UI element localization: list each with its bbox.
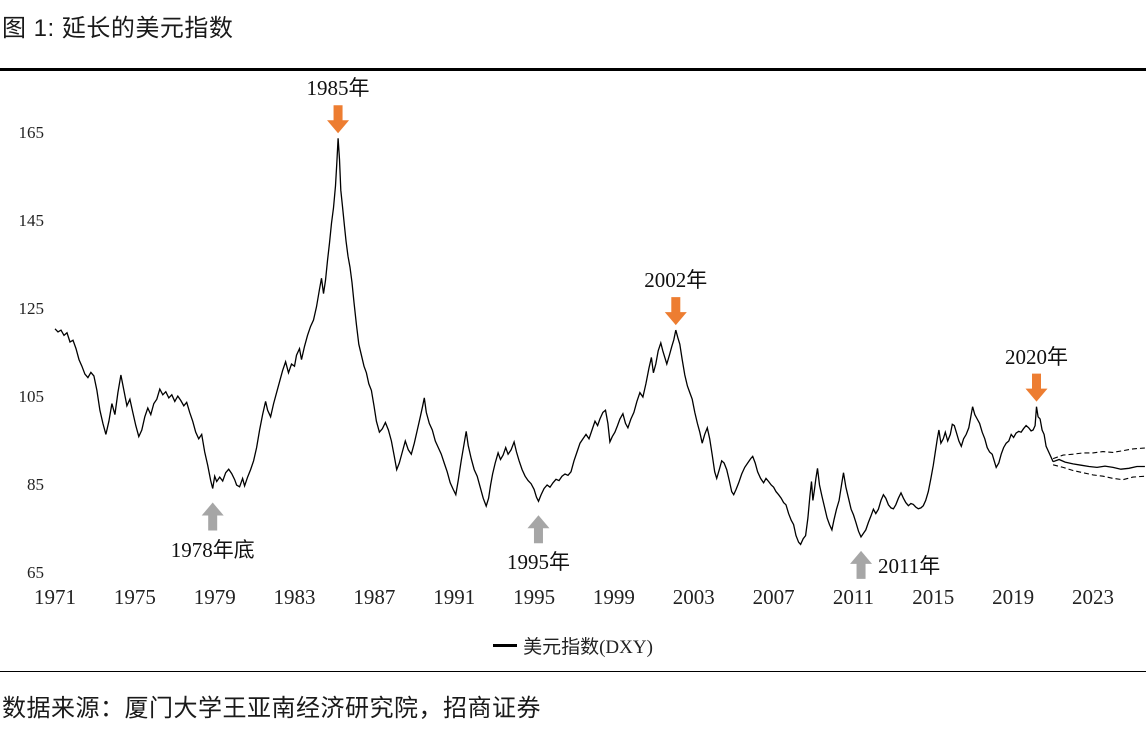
top-divider — [0, 68, 1146, 71]
annotation-label: 2020年 — [1005, 344, 1068, 369]
x-tick-label: 2003 — [672, 585, 715, 609]
x-tick-label: 1975 — [113, 585, 156, 609]
up-arrow-icon-2011年 — [850, 550, 873, 579]
x-tick-label: 2023 — [1071, 585, 1114, 609]
annotation-label: 1985年 — [306, 76, 370, 101]
data-source-note: 数据来源：厦门大学王亚南经济研究院，招商证券 — [2, 695, 541, 722]
y-tick-label: 85 — [27, 475, 44, 494]
x-tick-label: 2015 — [912, 585, 955, 609]
y-tick-label: 125 — [18, 299, 45, 318]
up-arrow-icon-1978年底 — [201, 502, 224, 531]
series-forecast_upper — [1052, 447, 1145, 460]
series-forecast_mid — [1052, 458, 1145, 470]
x-tick-label: 2019 — [992, 585, 1035, 609]
figure-title: 图 1: 延长的美元指数 — [2, 15, 234, 42]
x-tick-label: 1987 — [353, 585, 396, 609]
x-tick-label: 1983 — [273, 585, 316, 609]
y-tick-label: 145 — [18, 211, 45, 230]
bottom-divider — [0, 671, 1146, 673]
legend-line-swatch — [493, 644, 518, 647]
down-arrow-icon-2002年 — [664, 297, 687, 326]
down-arrow-icon-1985年 — [327, 105, 350, 134]
x-tick-label: 1979 — [193, 585, 236, 609]
x-tick-label: 1999 — [592, 585, 635, 609]
up-arrow-icon-1995年 — [527, 515, 550, 544]
x-tick-label: 2007 — [752, 585, 795, 609]
legend-label: 美元指数(DXY) — [523, 637, 653, 658]
annotation-label: 1995年 — [506, 550, 570, 575]
x-tick-label: 2011 — [832, 585, 875, 609]
series-dxy — [54, 138, 1054, 546]
chart-legend: 美元指数(DXY) — [0, 632, 1146, 659]
down-arrow-icon-2020年 — [1025, 373, 1048, 402]
y-tick-label: 65 — [27, 563, 44, 582]
x-tick-label: 1991 — [433, 585, 476, 609]
y-tick-label: 105 — [18, 387, 45, 406]
annotation-label: 2002年 — [644, 268, 708, 293]
series-forecast_lower — [1052, 464, 1145, 481]
annotation-label: 2011年 — [878, 553, 941, 578]
x-tick-label: 1971 — [34, 585, 76, 609]
y-tick-label: 165 — [18, 123, 45, 142]
x-tick-label: 1995 — [513, 585, 556, 609]
annotation-label: 1978年底 — [170, 537, 255, 562]
